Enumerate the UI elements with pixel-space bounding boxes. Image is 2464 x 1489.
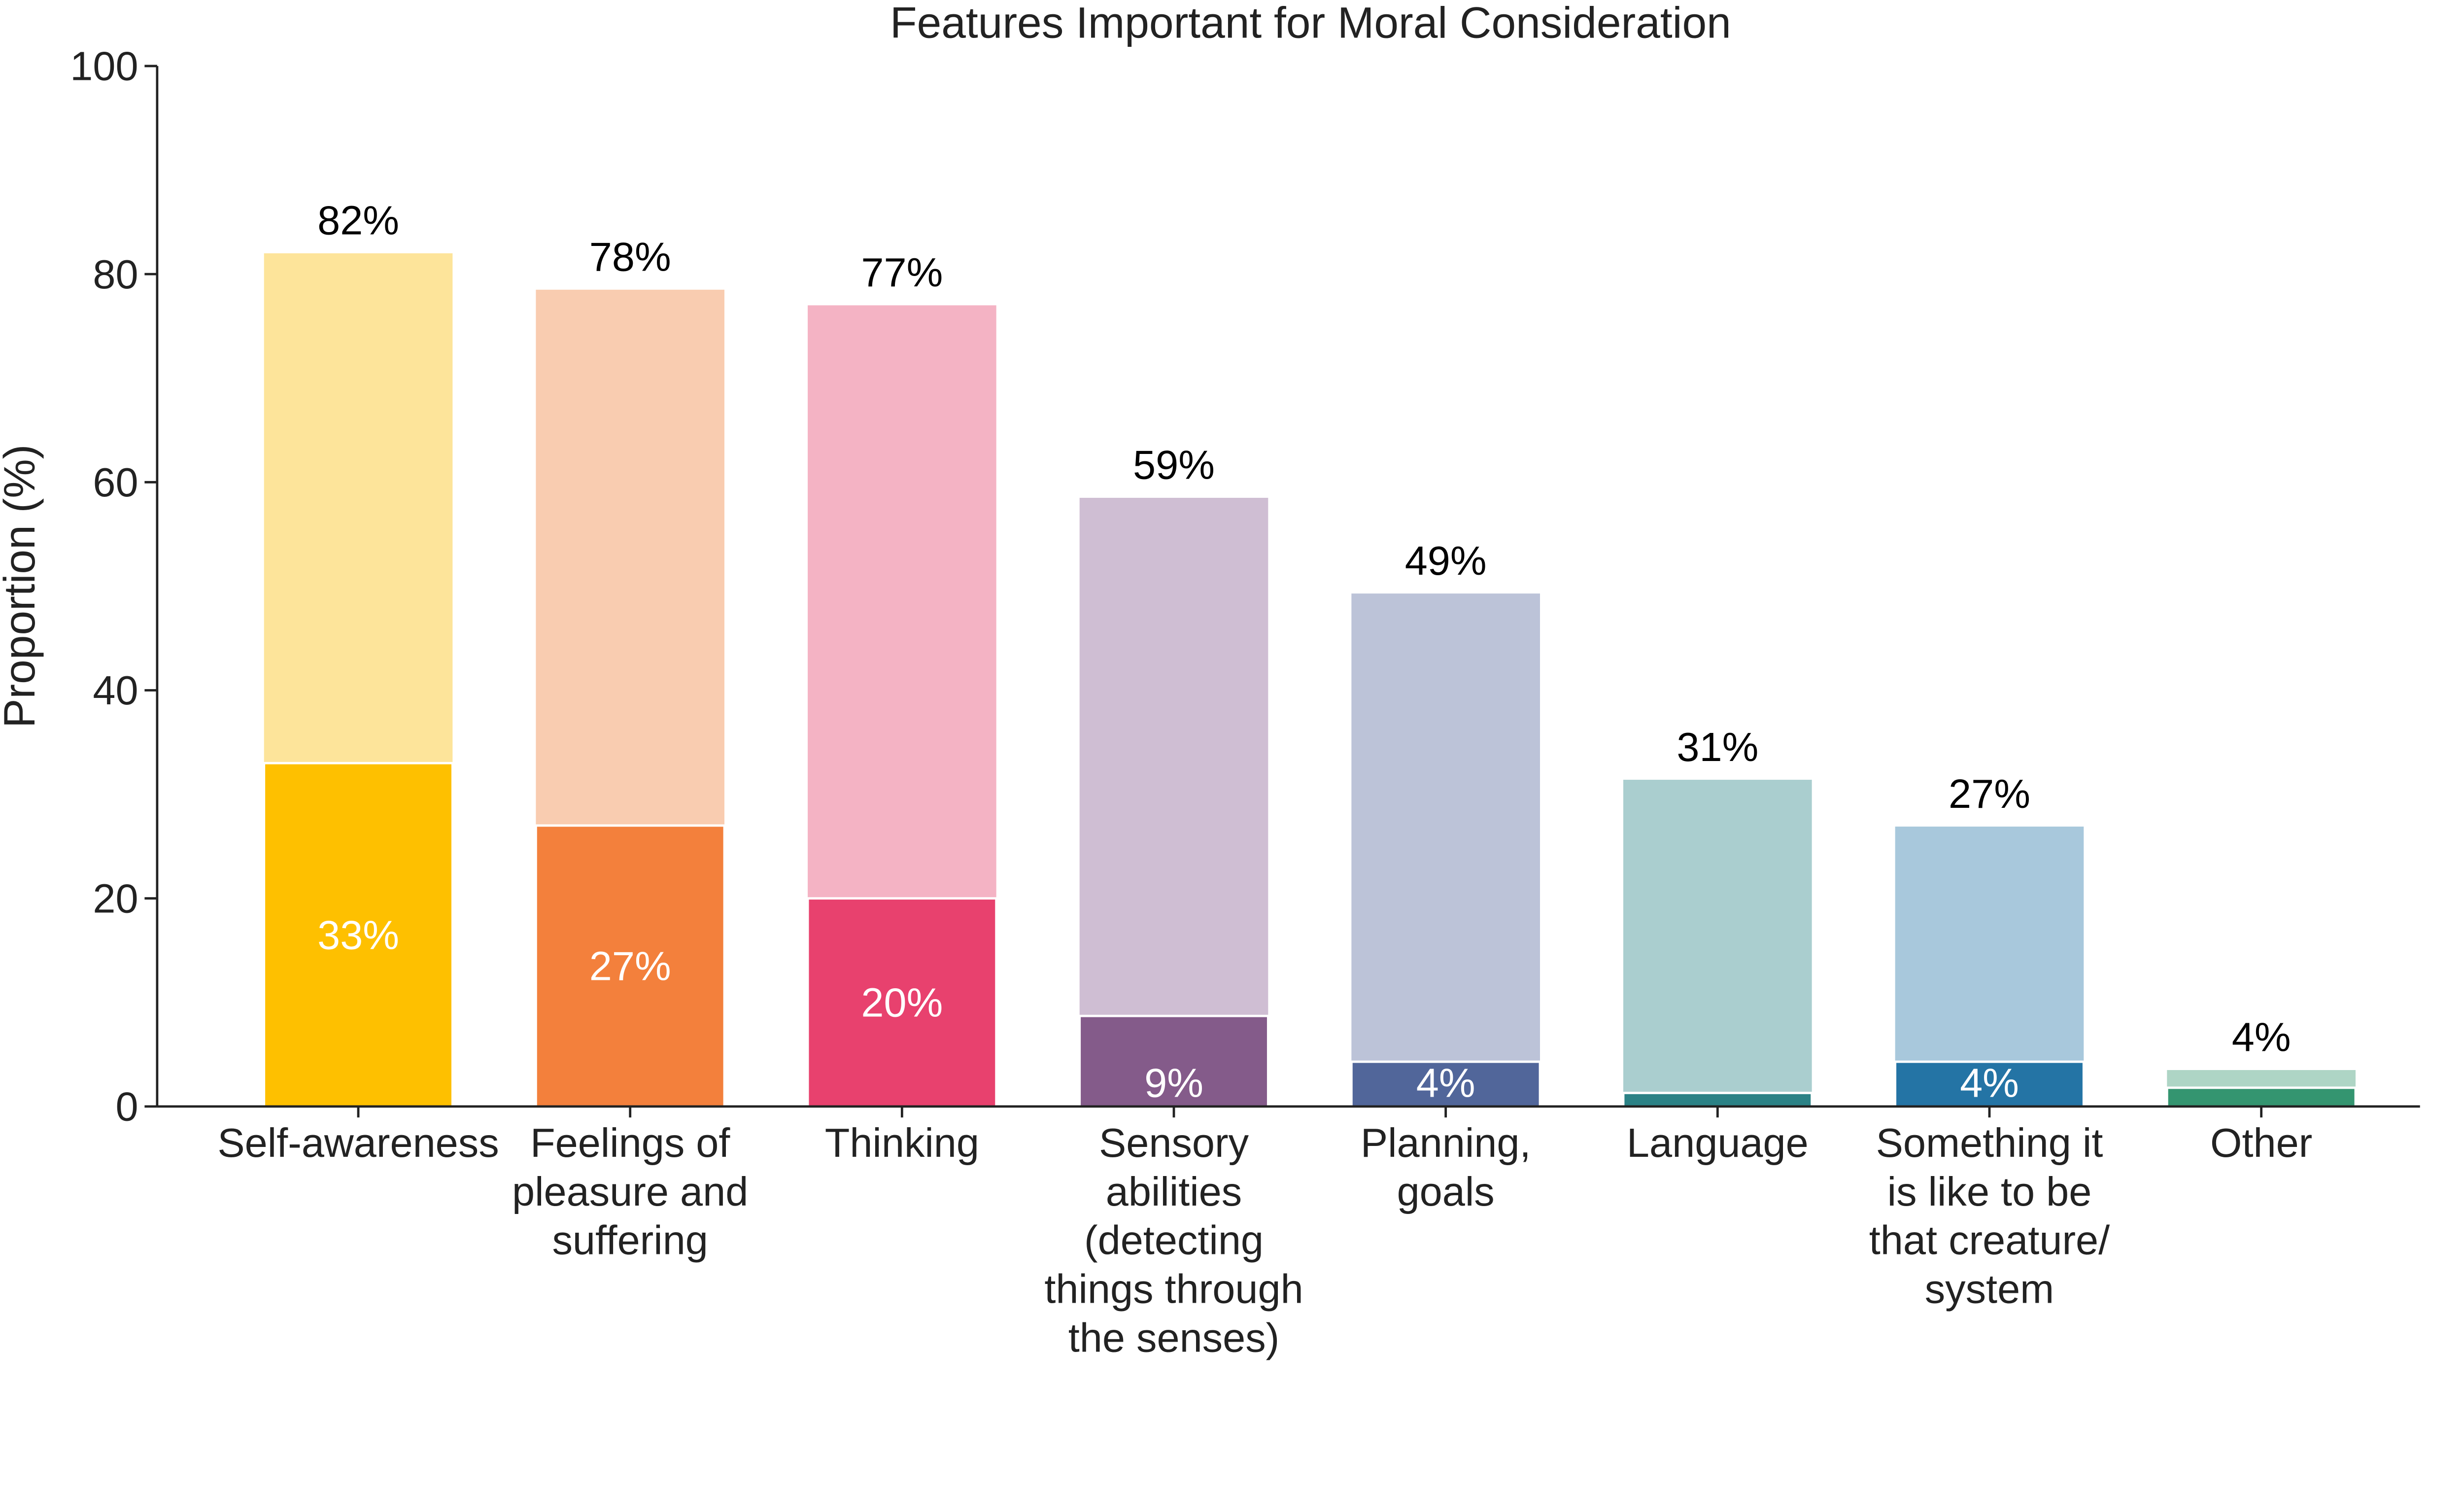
x-tick-label: Thinking bbox=[825, 1120, 979, 1166]
x-tick-label: pleasure and bbox=[512, 1169, 748, 1214]
y-axis-label: Proportion (%) bbox=[0, 445, 44, 728]
data-label-total: 27% bbox=[1949, 771, 2030, 817]
data-label-total: 77% bbox=[861, 249, 943, 295]
bar-most-important bbox=[1078, 1014, 1269, 1108]
y-tick-label: 0 bbox=[116, 1084, 138, 1130]
x-tick-label: Sensory bbox=[1099, 1120, 1249, 1166]
x-tick-label: Planning, bbox=[1361, 1120, 1531, 1166]
bar-most-important bbox=[263, 762, 454, 1108]
x-tick-label: Feelings of bbox=[530, 1120, 730, 1166]
x-tick-label: goals bbox=[1397, 1169, 1495, 1214]
data-label-total: 59% bbox=[1133, 442, 1215, 488]
bar-chart: Features Important for Moral Considerati… bbox=[0, 0, 2420, 1360]
data-label-total: 31% bbox=[1677, 724, 1758, 770]
data-label-most-important: 27% bbox=[589, 943, 671, 989]
x-tick-label: the senses) bbox=[1068, 1315, 1280, 1360]
x-tick-label: suffering bbox=[552, 1217, 708, 1263]
data-label-most-important: 4% bbox=[1416, 1060, 1475, 1106]
bars-group: 82% 33% 78% 27% 77% 20% 59% 9% 49% 4% 31% 27% 4% 4% bbox=[263, 198, 2357, 1108]
x-tick-label: Language bbox=[1627, 1120, 1809, 1166]
bar-total bbox=[1079, 497, 1268, 1107]
x-tick-label: Self-awareness bbox=[217, 1120, 499, 1166]
data-label-most-important: 4% bbox=[1960, 1060, 2019, 1106]
x-tick-label: Something it bbox=[1876, 1120, 2103, 1166]
y-tick-label: 20 bbox=[93, 875, 138, 921]
x-tick-label: things through bbox=[1044, 1266, 1303, 1312]
y-tick-label: 100 bbox=[70, 43, 138, 89]
bar-most-important bbox=[2165, 1086, 2357, 1108]
x-tick-label: Other bbox=[2210, 1120, 2312, 1166]
data-label-total: 49% bbox=[1405, 538, 1487, 584]
y-tick-label: 80 bbox=[93, 251, 138, 297]
x-tick-label: is like to be bbox=[1887, 1169, 2092, 1214]
data-label-total: 4% bbox=[2232, 1014, 2291, 1060]
data-label-total: 82% bbox=[317, 198, 399, 243]
bar-total bbox=[1895, 827, 2084, 1107]
x-tick-label: that creature/ bbox=[1869, 1217, 2110, 1263]
y-tick-label: 60 bbox=[93, 459, 138, 505]
bar-total bbox=[1623, 780, 1812, 1107]
bar-most-important bbox=[534, 824, 726, 1108]
x-tick-label: system bbox=[1925, 1266, 2054, 1312]
data-label-most-important: 20% bbox=[861, 979, 943, 1025]
data-label-most-important: 9% bbox=[1144, 1060, 1203, 1106]
bar-total bbox=[1351, 593, 1540, 1107]
x-tick-label: abilities bbox=[1106, 1169, 1242, 1214]
x-tick-label: (detecting bbox=[1084, 1217, 1264, 1263]
data-label-most-important: 33% bbox=[317, 912, 399, 958]
y-tick-label: 40 bbox=[93, 667, 138, 713]
bar-most-important bbox=[1622, 1092, 1814, 1108]
chart-title: Features Important for Moral Considerati… bbox=[890, 0, 1731, 47]
data-label-total: 78% bbox=[589, 234, 671, 280]
